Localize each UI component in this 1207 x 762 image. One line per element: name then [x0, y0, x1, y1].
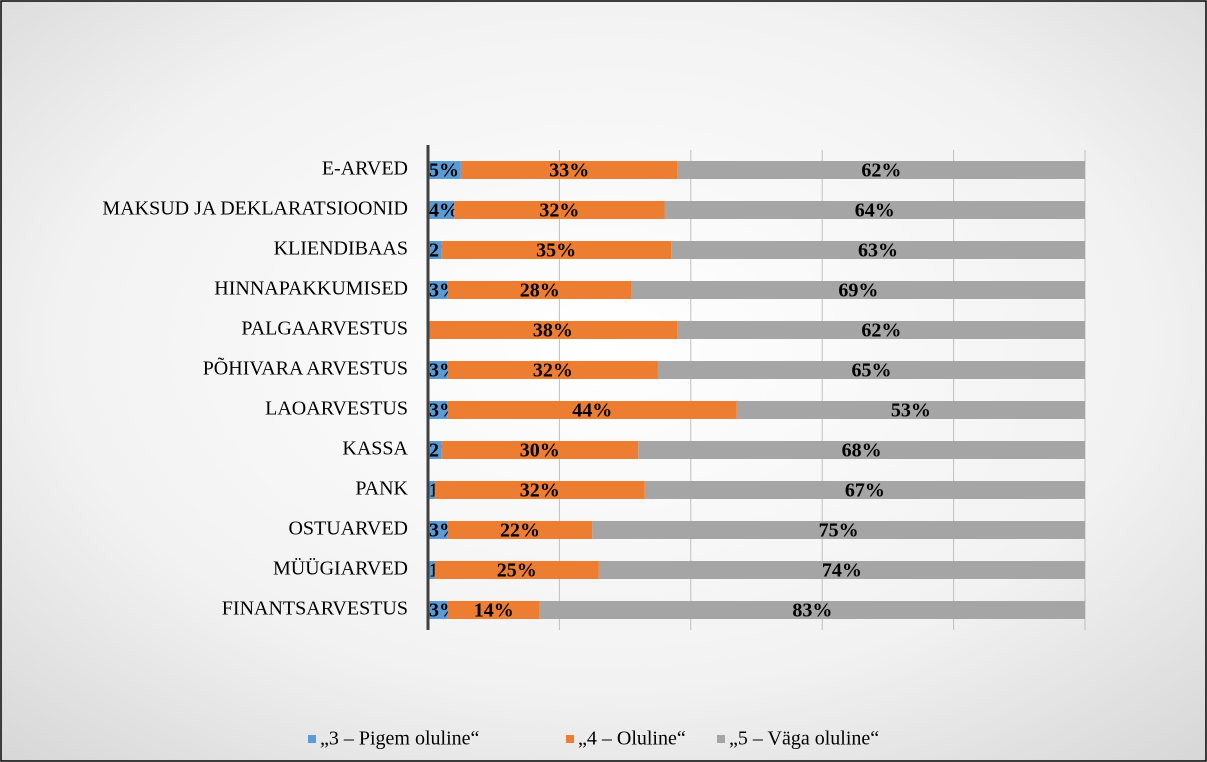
data-label: 14% [474, 600, 514, 622]
y-tick-label: KASSA [342, 438, 408, 460]
legend-marker [566, 735, 574, 743]
data-label: 28% [520, 280, 560, 302]
data-label: 5% [429, 160, 459, 182]
bar-segment [428, 281, 448, 299]
bar-segment [638, 441, 1085, 459]
y-tick-label: PÕHIVARA ARVESTUS [203, 356, 408, 380]
bar-segment [434, 481, 645, 499]
data-label: 30% [520, 440, 560, 462]
data-label: 25% [497, 560, 537, 582]
data-label: 67% [845, 480, 885, 502]
data-label: 32% [533, 360, 573, 382]
bar-segment [736, 401, 1085, 419]
y-tick-label: KLIENDIBAAS [274, 238, 408, 260]
bar-segment [428, 201, 455, 219]
data-label: 62% [861, 320, 901, 342]
bar-segment [671, 241, 1085, 259]
y-tick-label: OSTUARVED [288, 518, 408, 540]
bar-segment [428, 161, 461, 179]
data-label: 33% [549, 160, 589, 182]
bar-segment [657, 361, 1085, 379]
bar-segment [434, 561, 599, 579]
bar-segment [664, 201, 1085, 219]
bar-segment [428, 601, 448, 619]
y-tick-label: PANK [355, 478, 408, 500]
bar-segment [677, 321, 1085, 339]
legend-label: „3 – Pigem oluline“ [320, 728, 480, 750]
bar-segment [460, 161, 678, 179]
data-label: 44% [572, 400, 612, 422]
data-label: 35% [536, 240, 576, 262]
bar-segment [428, 521, 448, 539]
y-tick-label: E-ARVED [322, 158, 408, 180]
bar-segment [598, 561, 1085, 579]
bar-segment [454, 201, 665, 219]
data-label: 32% [539, 200, 579, 222]
bar-segment [539, 601, 1085, 619]
bar-segment [428, 481, 435, 499]
bar-segment [428, 321, 678, 339]
data-label: 32% [520, 480, 560, 502]
bar-segment [428, 241, 442, 259]
bar-segment [631, 281, 1085, 299]
bar-segment [592, 521, 1085, 539]
bar-segment [428, 361, 448, 379]
legend-marker [308, 735, 316, 743]
bar-segment [447, 601, 540, 619]
data-label: 22% [500, 520, 540, 542]
data-label: 75% [819, 520, 859, 542]
bar-segment [447, 401, 737, 419]
bar-segment [447, 281, 632, 299]
bar-segment [441, 441, 639, 459]
data-label: 38% [533, 320, 573, 342]
legend-label: „5 – Väga oluline“ [729, 728, 879, 750]
bar-segment [428, 561, 435, 579]
y-tick-label: FINANTSARVESTUS [222, 598, 408, 620]
data-label: 68% [842, 440, 882, 462]
bar-segment [441, 241, 672, 259]
bar-segment [428, 401, 448, 419]
bar-segment [428, 441, 442, 459]
legend-marker [717, 735, 725, 743]
data-label: 63% [858, 240, 898, 262]
data-label: 83% [792, 600, 832, 622]
data-label: 69% [838, 280, 878, 302]
data-label: 4% [429, 200, 459, 222]
y-tick-label: PALGAARVESTUS [241, 318, 408, 340]
y-tick-label: MAKSUD JA DEKLARATSIOONID [102, 198, 408, 220]
y-tick-label: HINNAPAKKUMISED [214, 278, 408, 300]
data-label: 64% [855, 200, 895, 222]
bar-segment [677, 161, 1085, 179]
y-tick-label: LAOARVESTUS [265, 398, 408, 420]
data-label: 53% [891, 400, 931, 422]
data-label: 65% [851, 360, 891, 382]
data-label: 62% [861, 160, 901, 182]
y-tick-label: MÜÜGIARVED [273, 557, 408, 580]
bar-segment [644, 481, 1085, 499]
bar-segment [447, 521, 593, 539]
data-label: 74% [822, 560, 862, 582]
legend-label: „4 – Oluline“ [578, 728, 686, 750]
bar-segment [447, 361, 658, 379]
